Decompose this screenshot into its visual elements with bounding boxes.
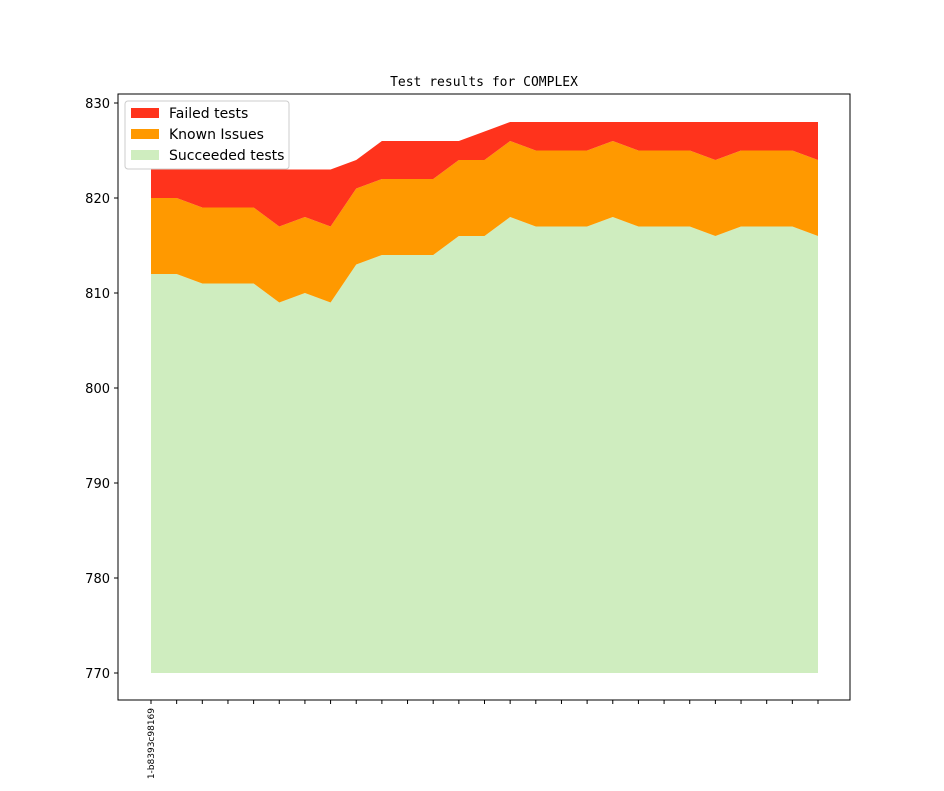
legend-label: Failed tests [169,106,248,122]
y-tick-label: 810 [85,287,110,302]
y-tick-label: 770 [85,667,110,682]
y-tick-label: 800 [85,382,110,397]
y-tick-label: 820 [85,192,110,207]
chart-title: Test results for COMPLEX [390,75,578,90]
legend-swatch [131,150,159,160]
y-tick-label: 790 [85,477,110,492]
x-tick-label: 1-b8393c98169 [147,708,157,779]
legend-swatch [131,108,159,118]
legend-swatch [131,129,159,139]
legend-label: Known Issues [169,127,264,143]
area-known-issues [151,141,818,303]
y-tick-label: 780 [85,572,110,587]
legend-label: Succeeded tests [169,148,284,164]
legend: Failed tests Known Issues Succeeded tests [124,100,290,170]
y-tick-label: 830 [85,97,110,112]
legend-box [124,100,290,170]
area-succeeded-tests [151,217,818,673]
area-failed-tests [151,122,818,227]
